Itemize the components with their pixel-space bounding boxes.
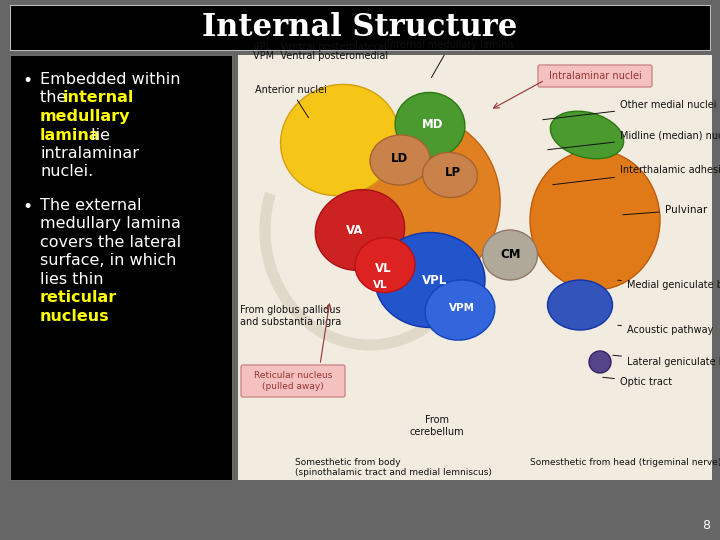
Ellipse shape (482, 230, 538, 280)
Text: Interthalamic adhesion: Interthalamic adhesion (553, 165, 720, 185)
Text: VPM  Ventral posteromedial: VPM Ventral posteromedial (253, 51, 388, 61)
Text: CM: CM (500, 248, 521, 261)
Text: Medial geniculate body: Medial geniculate body (618, 280, 720, 290)
Text: VA: VA (346, 224, 364, 237)
Text: Optic tract: Optic tract (603, 377, 672, 387)
Text: LD: LD (392, 152, 409, 165)
Text: LP: LP (445, 166, 461, 179)
Text: lie: lie (86, 127, 110, 143)
Text: Midline (median) nuclei: Midline (median) nuclei (548, 130, 720, 150)
Ellipse shape (355, 238, 415, 293)
Ellipse shape (547, 280, 613, 330)
Text: .: . (92, 309, 97, 324)
Ellipse shape (395, 92, 465, 158)
Text: lies thin: lies thin (40, 272, 104, 287)
Ellipse shape (281, 84, 400, 195)
Text: covers the lateral: covers the lateral (40, 235, 181, 250)
Text: medullary: medullary (40, 109, 130, 124)
FancyBboxPatch shape (538, 65, 652, 87)
Text: Reticular nucleus
(pulled away): Reticular nucleus (pulled away) (254, 372, 332, 391)
FancyBboxPatch shape (241, 365, 345, 397)
Ellipse shape (530, 150, 660, 290)
Ellipse shape (423, 152, 477, 198)
Text: Embedded within: Embedded within (40, 72, 181, 87)
Text: Internal Structure: Internal Structure (202, 11, 518, 43)
Text: Other medial nuclei: Other medial nuclei (543, 100, 716, 120)
Text: nucleus: nucleus (40, 309, 109, 324)
Text: •: • (22, 72, 32, 90)
Text: Anterior nuclei: Anterior nuclei (255, 85, 327, 118)
Text: Acoustic pathway: Acoustic pathway (618, 325, 714, 335)
Text: VPL   Ventral posterolateral: VPL Ventral posterolateral (253, 42, 387, 52)
Text: reticular: reticular (40, 291, 117, 305)
Text: Somesthetic from body
(spinothalamic tract and medial lemniscus): Somesthetic from body (spinothalamic tra… (295, 458, 492, 477)
Text: VPM: VPM (449, 303, 475, 313)
Ellipse shape (315, 190, 405, 271)
Text: lamina: lamina (40, 127, 101, 143)
Ellipse shape (550, 111, 624, 159)
Text: internal: internal (63, 91, 135, 105)
Text: the: the (40, 91, 71, 105)
Ellipse shape (425, 280, 495, 340)
Text: MD: MD (422, 118, 444, 131)
Text: Intralaminar nuclei: Intralaminar nuclei (549, 71, 642, 81)
Text: From globus pallidus
and substantia nigra: From globus pallidus and substantia nigr… (240, 305, 341, 327)
Text: VL: VL (373, 280, 387, 290)
Text: medullary lamina: medullary lamina (40, 217, 181, 231)
Text: VL: VL (374, 261, 391, 274)
Text: internal medullary lamina: internal medullary lamina (387, 40, 513, 78)
Ellipse shape (340, 115, 500, 285)
Text: •: • (22, 198, 32, 216)
Ellipse shape (589, 351, 611, 373)
Text: VPL: VPL (423, 273, 448, 287)
Ellipse shape (370, 135, 430, 185)
Text: From
cerebellum: From cerebellum (410, 415, 464, 437)
Ellipse shape (375, 233, 485, 327)
Text: Somesthetic from head (trigeminal nerve): Somesthetic from head (trigeminal nerve) (530, 458, 720, 467)
Text: Pulvinar: Pulvinar (623, 205, 707, 215)
FancyBboxPatch shape (10, 55, 232, 480)
Text: 8: 8 (702, 519, 710, 532)
Text: Lateral geniculate body: Lateral geniculate body (613, 355, 720, 367)
FancyBboxPatch shape (10, 5, 710, 50)
Text: The external: The external (40, 198, 142, 213)
FancyBboxPatch shape (238, 55, 712, 480)
Text: surface, in which: surface, in which (40, 253, 176, 268)
Text: intralaminar: intralaminar (40, 146, 139, 161)
Text: nuclei.: nuclei. (40, 165, 94, 179)
